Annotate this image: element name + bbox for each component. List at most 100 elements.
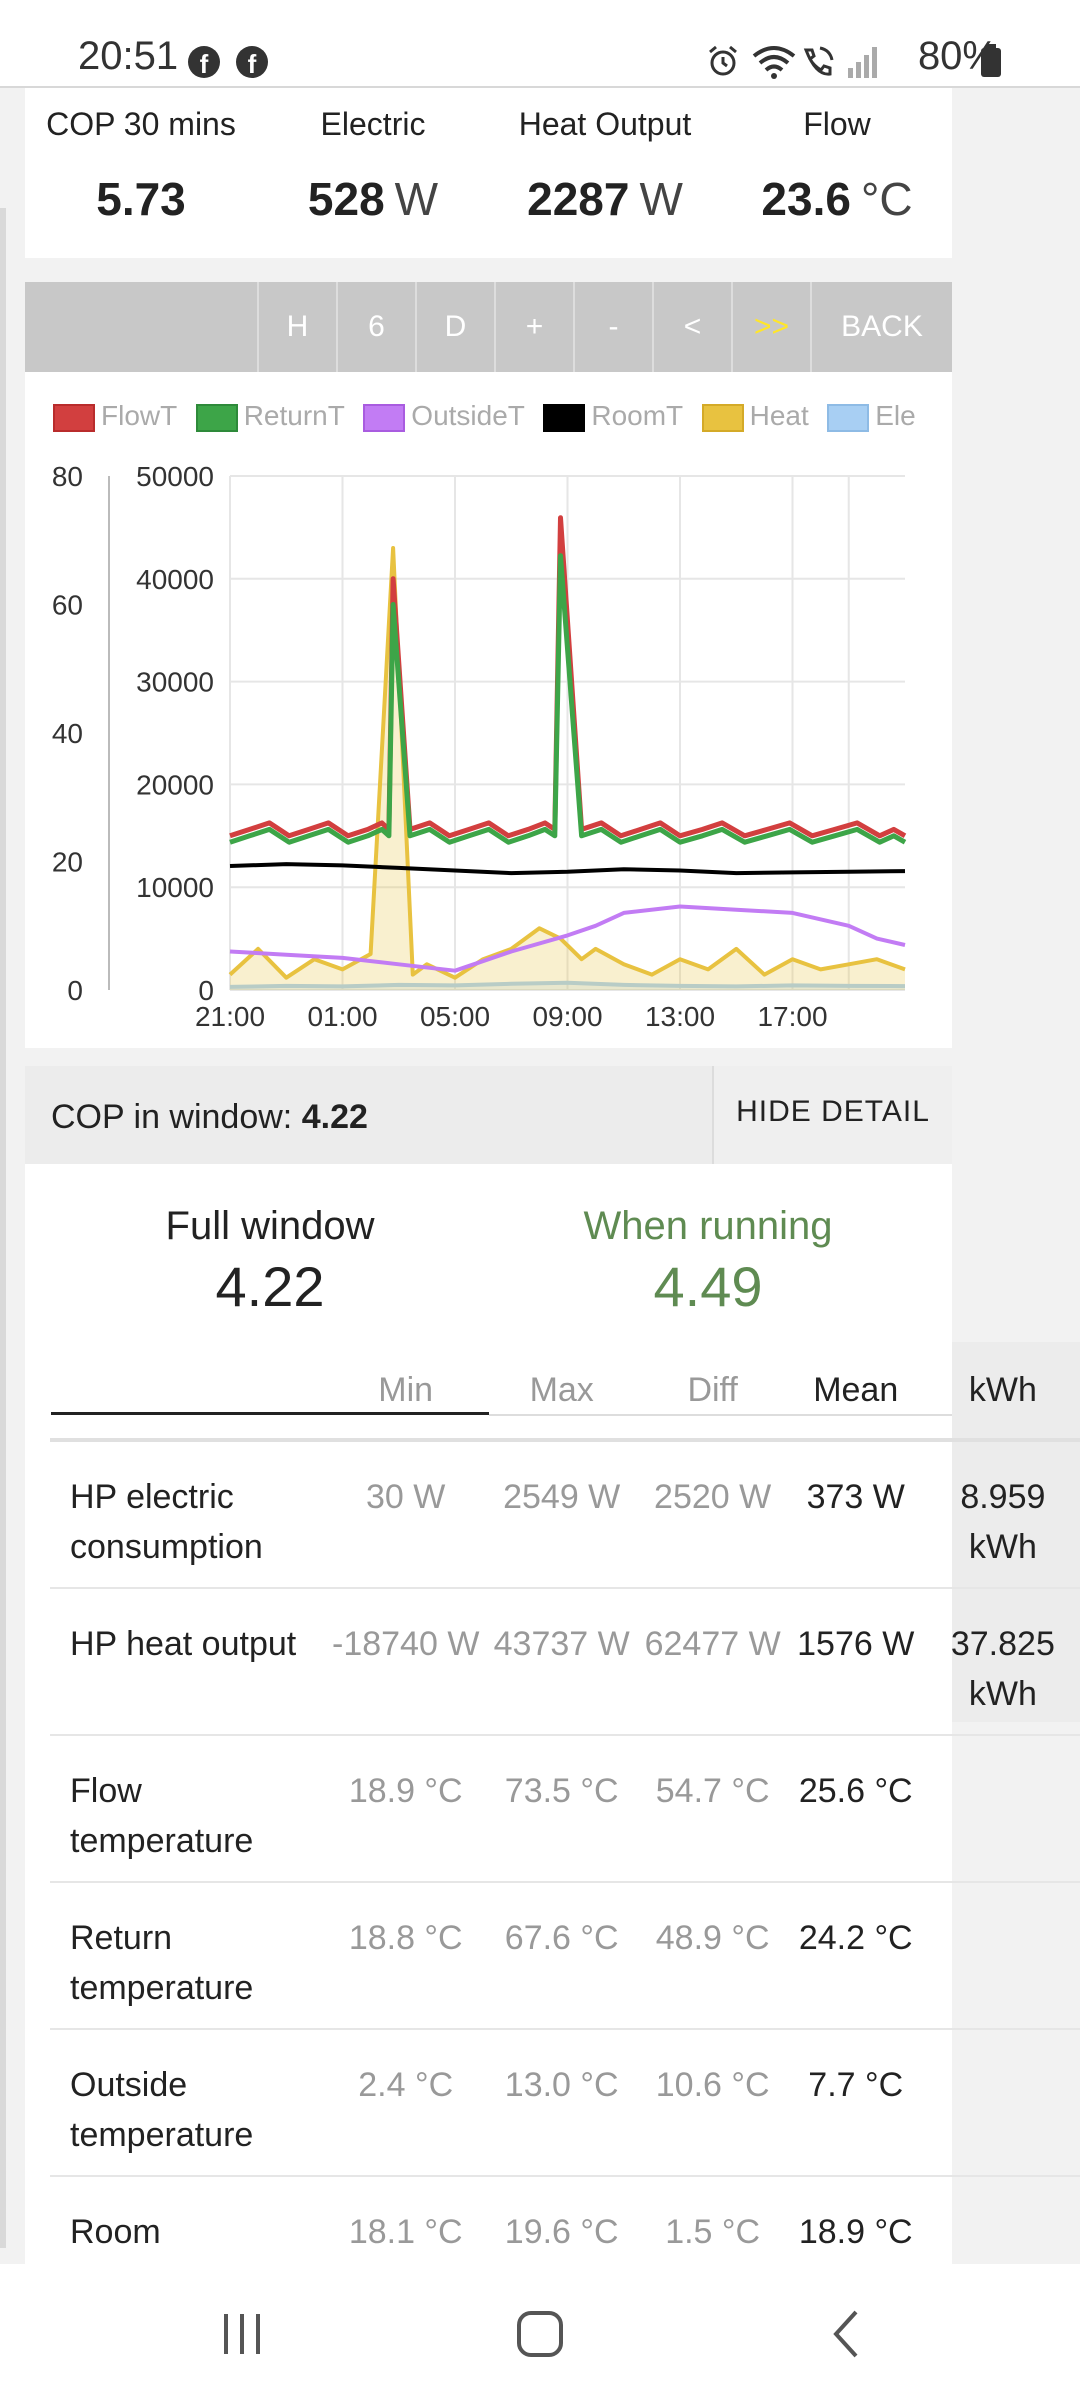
stats-table: Min Max Diff Mean kWh HP electric consum… (50, 1342, 1080, 2264)
row-name: Return temperature (50, 1882, 328, 2030)
zoom-day-button[interactable]: D (415, 282, 494, 372)
stat-label: Flow (803, 106, 871, 142)
temperature-power-chart[interactable]: 5000040000300002000010000080604020021:00… (25, 372, 952, 1048)
row-max: 13.0 °C (483, 2029, 640, 2177)
header-mean: Mean (785, 1342, 926, 1442)
y-right-tick-label: 10000 (136, 872, 214, 903)
series-line-roomt (229, 862, 906, 876)
legend-item-elec[interactable]: Ele (827, 400, 916, 432)
y-left-tick-label: 20 (52, 847, 83, 878)
chart-ticks: 5000040000300002000010000080604020021:00… (52, 461, 828, 1032)
legend-swatch (827, 403, 870, 432)
zoom-6h-button[interactable]: 6 (336, 282, 415, 372)
live-stats-card: COP 30 mins 5.73 Electric 528 W Heat Outp… (25, 88, 952, 258)
alarm-icon (709, 45, 737, 76)
row-diff: 62477 W (639, 1588, 786, 1736)
row-min: -18740 W (327, 1588, 484, 1736)
legend-item-outsidet[interactable]: OutsideT (363, 400, 525, 432)
home-icon[interactable] (514, 2308, 566, 2360)
back-button[interactable]: BACK (810, 282, 952, 372)
status-bar: 20:51 f f 80% (0, 0, 1080, 88)
recent-apps-icon[interactable] (216, 2308, 268, 2360)
row-kwh (925, 2176, 1080, 2264)
row-diff: 48.9 °C (639, 1882, 786, 2030)
zoom-hour-button[interactable]: H (257, 282, 336, 372)
legend-item-heat[interactable]: Heat (701, 400, 809, 432)
row-max: 43737 W (483, 1588, 640, 1736)
header-kwh: kWh (925, 1342, 1080, 1442)
row-kwh (925, 1882, 1080, 2030)
x-tick-label: 13:00 (645, 1001, 715, 1032)
x-tick-label: 17:00 (757, 1001, 827, 1032)
chart-toolbar: H 6 D + - < >> BACK (25, 282, 952, 372)
chart-card[interactable]: FlowT ReturnT OutsideT RoomT Heat Ele 50… (25, 372, 952, 1048)
stat-value: 5.73 (96, 173, 186, 225)
legend-swatch (53, 403, 95, 432)
table-header-row: Min Max Diff Mean kWh (50, 1342, 1080, 1442)
legend-item-flowt[interactable]: FlowT (53, 400, 177, 432)
y-right-tick-label: 50000 (136, 461, 214, 492)
series-line-flowt (229, 515, 907, 839)
system-nav-bar (0, 2264, 1080, 2400)
tab-value: 4.49 (653, 1255, 763, 1318)
y-left-tick-label: 60 (52, 590, 83, 621)
facebook-icon: f (188, 46, 220, 79)
row-name: Flow temperature (50, 1735, 328, 1883)
table-row: HP electric consumption 30 W 2549 W 2520… (50, 1440, 1080, 1589)
legend-swatch (701, 403, 744, 432)
row-min: 18.8 °C (327, 1882, 484, 2030)
cop-window-label: COP in window: 4.22 (51, 1098, 368, 1136)
x-tick-label: 21:00 (195, 1001, 265, 1032)
facebook-icon: f (236, 46, 268, 79)
row-name: Outside temperature (50, 2029, 328, 2177)
back-nav-icon[interactable] (822, 2308, 874, 2360)
table-row: Flow temperature 18.9 °C 73.5 °C 54.7 °C… (50, 1735, 1080, 1883)
legend-swatch (195, 403, 238, 432)
row-kwh: 37.825 kWh (925, 1588, 1080, 1736)
stat-label: COP 30 mins (46, 106, 236, 142)
row-max: 73.5 °C (483, 1735, 640, 1883)
row-min: 30 W (327, 1440, 484, 1589)
row-kwh (925, 1735, 1080, 1883)
row-diff: 54.7 °C (639, 1735, 786, 1883)
y-right-tick-label: 0 (198, 975, 214, 1006)
stat-value: 528 W (307, 173, 439, 225)
stat-value: 2287 W (527, 173, 683, 225)
page-edge (0, 208, 6, 2248)
signal-icon (848, 47, 877, 78)
row-min: 18.9 °C (327, 1735, 484, 1883)
status-time: 20:51 (78, 34, 179, 78)
tab-title: When running (583, 1204, 833, 1248)
row-diff: 1.5 °C (639, 2176, 786, 2264)
legend-item-returnt[interactable]: ReturnT (195, 400, 345, 432)
legend-swatch (543, 403, 586, 432)
chart-series (228, 515, 907, 990)
legend-item-roomt[interactable]: RoomT (543, 400, 683, 432)
y-left-tick-label: 40 (52, 718, 83, 749)
y-right-tick-label: 20000 (136, 769, 214, 800)
row-name: HP heat output (50, 1588, 328, 1736)
row-mean: 25.6 °C (785, 1735, 926, 1883)
cop-window-value: 4.22 (301, 1098, 368, 1136)
tab-title: Full window (165, 1204, 375, 1248)
pan-right-button[interactable]: >> (731, 282, 810, 372)
row-mean: 18.9 °C (785, 2176, 926, 2264)
chart-legend: FlowT ReturnT OutsideT RoomT Heat Ele (53, 400, 952, 444)
y-right-tick-label: 30000 (136, 667, 214, 698)
zoom-in-button[interactable]: + (494, 282, 573, 372)
y-left-tick-label: 0 (67, 975, 83, 1006)
pan-left-button[interactable]: < (652, 282, 731, 372)
cop-window-bar: COP in window: 4.22 HIDE DETAIL (25, 1066, 952, 1164)
series-line-outsidet (229, 904, 906, 973)
legend-swatch (363, 403, 406, 432)
zoom-out-button[interactable]: - (573, 282, 652, 372)
header-name (50, 1342, 328, 1442)
hide-detail-button[interactable]: HIDE DETAIL (712, 1066, 952, 1164)
row-name: HP electric consumption (50, 1440, 328, 1589)
table-row: Outside temperature 2.4 °C 13.0 °C 10.6 … (50, 2029, 1080, 2177)
wifi-icon (752, 46, 796, 79)
stat-value: 23.6 °C (761, 173, 913, 225)
battery-icon (981, 44, 1001, 77)
wifi-calling-icon (803, 46, 834, 76)
x-tick-label: 05:00 (420, 1001, 490, 1032)
